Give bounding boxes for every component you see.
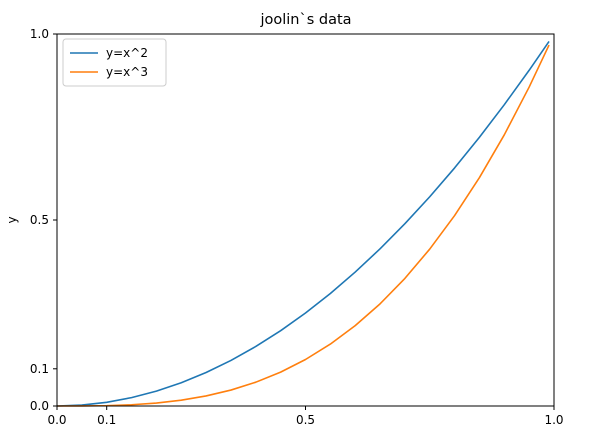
legend: y=x^2 y=x^3 <box>62 38 167 87</box>
legend-box <box>62 38 167 87</box>
legend-label: y=x^2 <box>106 46 148 60</box>
y-tick-label: 0.0 <box>30 399 49 413</box>
series-group <box>56 40 550 407</box>
x-axis-ticks: 0.0 0.1 0.5 1.0 <box>47 406 564 427</box>
series-line-2 <box>56 44 550 407</box>
legend-label: y=x^3 <box>106 65 148 79</box>
y-axis-ticks: 0.0 0.1 0.5 1.0 <box>30 27 57 413</box>
x-tick-label: 0.1 <box>97 413 116 427</box>
y-tick-label: 0.1 <box>30 362 49 376</box>
plot-frame <box>56 33 555 407</box>
x-tick-label: 0.5 <box>296 413 315 427</box>
x-axis-label: x <box>302 436 309 438</box>
y-axis-label: y <box>5 216 19 223</box>
x-tick-label: 1.0 <box>544 413 563 427</box>
y-tick-label: 0.5 <box>30 213 49 227</box>
y-tick-label: 1.0 <box>30 27 49 41</box>
series-line-1 <box>56 40 550 407</box>
x-tick-label: 0.0 <box>47 413 66 427</box>
chart-title: joolin`s data <box>259 12 351 28</box>
